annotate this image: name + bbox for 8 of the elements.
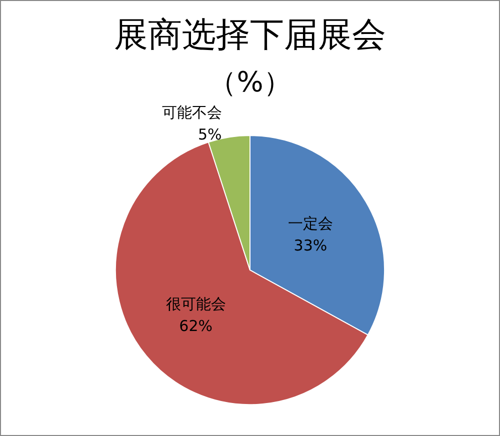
data-label: 62% bbox=[179, 316, 213, 335]
slice-label: 一定会 bbox=[288, 214, 333, 232]
data-label: 33% bbox=[294, 236, 328, 254]
slice-label: 很可能会 bbox=[166, 294, 226, 313]
data-label: 5% bbox=[198, 125, 222, 144]
slice-label: 可能不会 bbox=[162, 103, 222, 122]
chart-subtitle: （%） bbox=[208, 66, 292, 98]
chart-title: 展商选择下届展会 bbox=[114, 15, 386, 55]
